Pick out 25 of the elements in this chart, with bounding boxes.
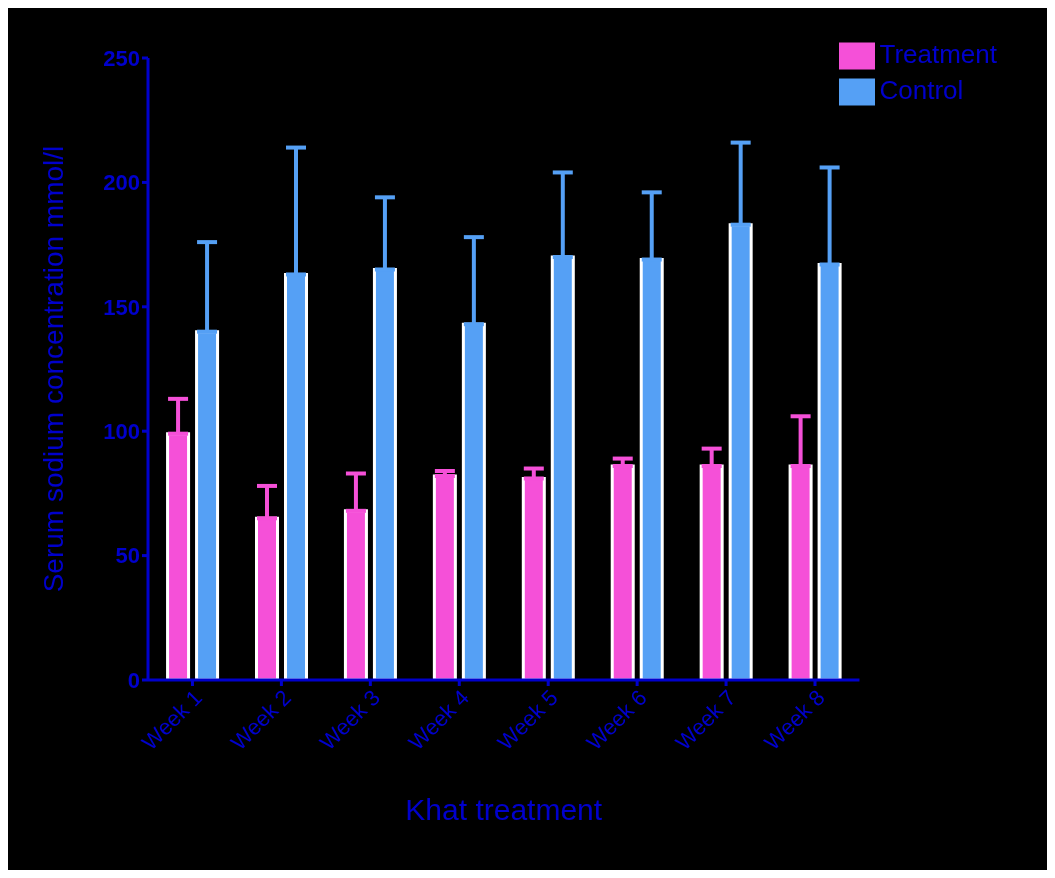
bar bbox=[610, 464, 635, 680]
bar bbox=[166, 432, 191, 680]
bar bbox=[461, 322, 486, 680]
bar bbox=[550, 255, 575, 680]
y-tick-label: 0 bbox=[127, 667, 140, 693]
y-tick-label: 250 bbox=[103, 45, 140, 71]
y-tick-label: 50 bbox=[115, 543, 140, 569]
x-axis-title: Khat treatment bbox=[405, 793, 603, 826]
y-tick-label: 100 bbox=[103, 419, 140, 445]
y-axis-title: Serum sodium concentration mmol/l bbox=[37, 145, 69, 593]
bar bbox=[639, 258, 664, 680]
y-tick-label: 200 bbox=[103, 170, 140, 196]
bar bbox=[521, 476, 546, 680]
legend-label: Control bbox=[879, 74, 964, 105]
bar bbox=[817, 263, 842, 680]
bar bbox=[284, 272, 308, 680]
bar bbox=[255, 516, 279, 680]
y-tick-label: 150 bbox=[103, 294, 140, 320]
bar bbox=[343, 509, 368, 680]
bar bbox=[372, 267, 397, 680]
bar bbox=[728, 223, 753, 680]
bar bbox=[195, 330, 220, 680]
bar bbox=[699, 464, 724, 680]
bar bbox=[788, 464, 813, 680]
legend-label: Treatment bbox=[879, 38, 997, 69]
